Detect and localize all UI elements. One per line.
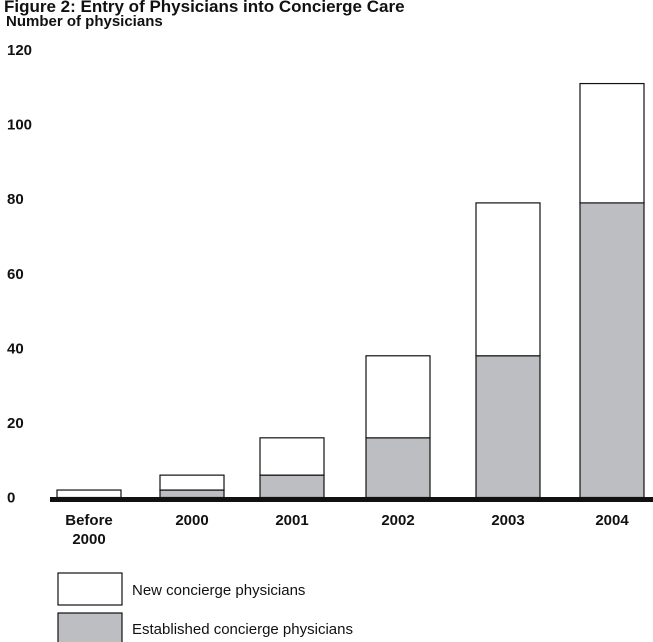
bar-new: [159, 474, 225, 491]
x-tick-label: 2003: [491, 512, 524, 529]
bars: [56, 82, 645, 499]
bar-new: [365, 355, 431, 439]
bar-new: [475, 202, 541, 357]
y-tick-label: 60: [7, 266, 24, 283]
bar-new: [579, 82, 645, 204]
x-tick-label: 2001: [275, 512, 308, 529]
bar-established: [579, 202, 645, 499]
bar-new: [56, 489, 122, 499]
y-tick-label: 80: [7, 191, 24, 208]
x-tick-label: 2002: [381, 512, 414, 529]
x-axis-labels: Before 2000 2000 2001 2002 2003 2004: [65, 512, 629, 548]
x-tick-label: 2000: [175, 512, 208, 529]
y-tick-label: 20: [7, 415, 24, 432]
legend-label-established: Established concierge physicians: [132, 621, 353, 638]
y-tick-label: 0: [7, 490, 15, 507]
legend: New concierge physicians Established con…: [57, 572, 353, 642]
y-axis-ticks: 0 20 40 60 80 100 120: [7, 42, 32, 507]
x-tick-label: Before 2000: [65, 512, 113, 548]
y-tick-label: 100: [7, 117, 32, 134]
legend-label-new: New concierge physicians: [132, 582, 305, 599]
bar-established: [259, 474, 325, 499]
bar-established: [475, 355, 541, 499]
legend-swatch-new: [57, 572, 123, 606]
chart-title: Figure 2: Entry of Physicians into Conci…: [4, 0, 405, 16]
bar-new: [259, 437, 325, 476]
y-axis-label: Number of physicians: [6, 13, 163, 30]
y-tick-label: 120: [7, 42, 32, 59]
x-tick-label: 2004: [595, 512, 629, 529]
bar-established: [159, 489, 225, 499]
y-tick-label: 40: [7, 340, 24, 357]
legend-swatch-established: [57, 612, 123, 642]
bar-established: [365, 437, 431, 499]
